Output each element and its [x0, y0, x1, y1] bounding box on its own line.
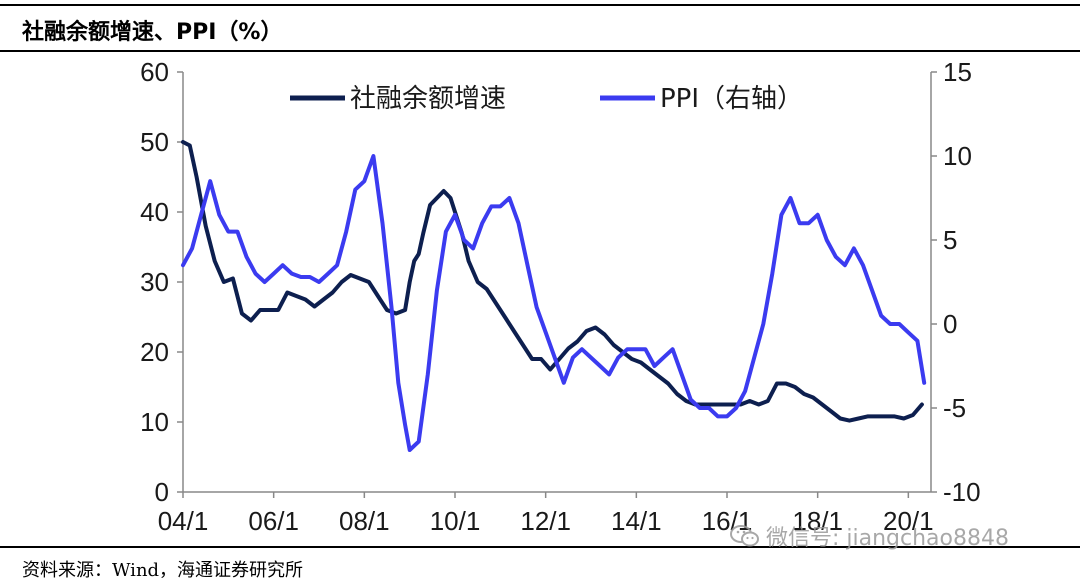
right-tick-label: 0: [943, 309, 957, 339]
left-tick-label: 0: [155, 477, 169, 507]
series-line-ppi: [181, 154, 927, 452]
chart-legend: 社融余额增速 PPI（右轴）: [290, 84, 803, 114]
wechat-icon: [730, 525, 759, 547]
chart-lines: [181, 140, 927, 452]
legend-label: 社融余额增速: [350, 84, 506, 114]
legend-item: PPI（右轴）: [600, 84, 803, 114]
left-tick-label: 60: [140, 57, 169, 87]
chart-ticks: 0 10 20 30 40 50 60 -10 -5 0 5 10 15 04/1 06/1 08/1 10/1…: [140, 57, 981, 536]
x-tick-label: 06/1: [248, 506, 299, 536]
right-tick-label: 5: [943, 225, 957, 255]
left-tick-label: 30: [140, 267, 169, 297]
source-note: 资料来源：Wind，海通证券研究所: [22, 560, 304, 581]
x-tick-label: 18/1: [792, 506, 843, 536]
x-tick-label: 08/1: [339, 506, 390, 536]
legend-label: PPI（右轴）: [660, 84, 803, 114]
series-line-social-financing: [181, 140, 924, 423]
right-tick-label: -10: [943, 477, 981, 507]
x-tick-label: 10/1: [430, 506, 481, 536]
watermark: 微信号: jiangchao8848: [730, 520, 1009, 552]
x-tick-label: 14/1: [611, 506, 662, 536]
left-tick-label: 10: [140, 407, 169, 437]
legend-item: 社融余额增速: [290, 84, 506, 114]
right-tick-label: -5: [943, 393, 966, 423]
right-tick-label: 10: [943, 141, 972, 171]
bottom-rule: [0, 546, 1080, 548]
left-tick-label: 40: [140, 197, 169, 227]
right-tick-label: 15: [943, 57, 972, 87]
left-tick-label: 50: [140, 127, 169, 157]
top-rule: [0, 4, 1080, 6]
x-tick-label: 20/1: [883, 506, 934, 536]
chart: 0 10 20 30 40 50 60 -10 -5 0 5 10 15 04/1 06/1 08/1 10/1…: [140, 57, 981, 536]
watermark-text: 微信号: jiangchao8848: [766, 526, 1009, 551]
x-tick-label: 04/1: [158, 506, 209, 536]
x-tick-label: 12/1: [520, 506, 571, 536]
chart-title: 社融余额增速、PPI（%）: [22, 20, 283, 45]
left-tick-label: 20: [140, 337, 169, 367]
chart-axes: [182, 72, 932, 493]
title-rule: [0, 50, 1080, 52]
